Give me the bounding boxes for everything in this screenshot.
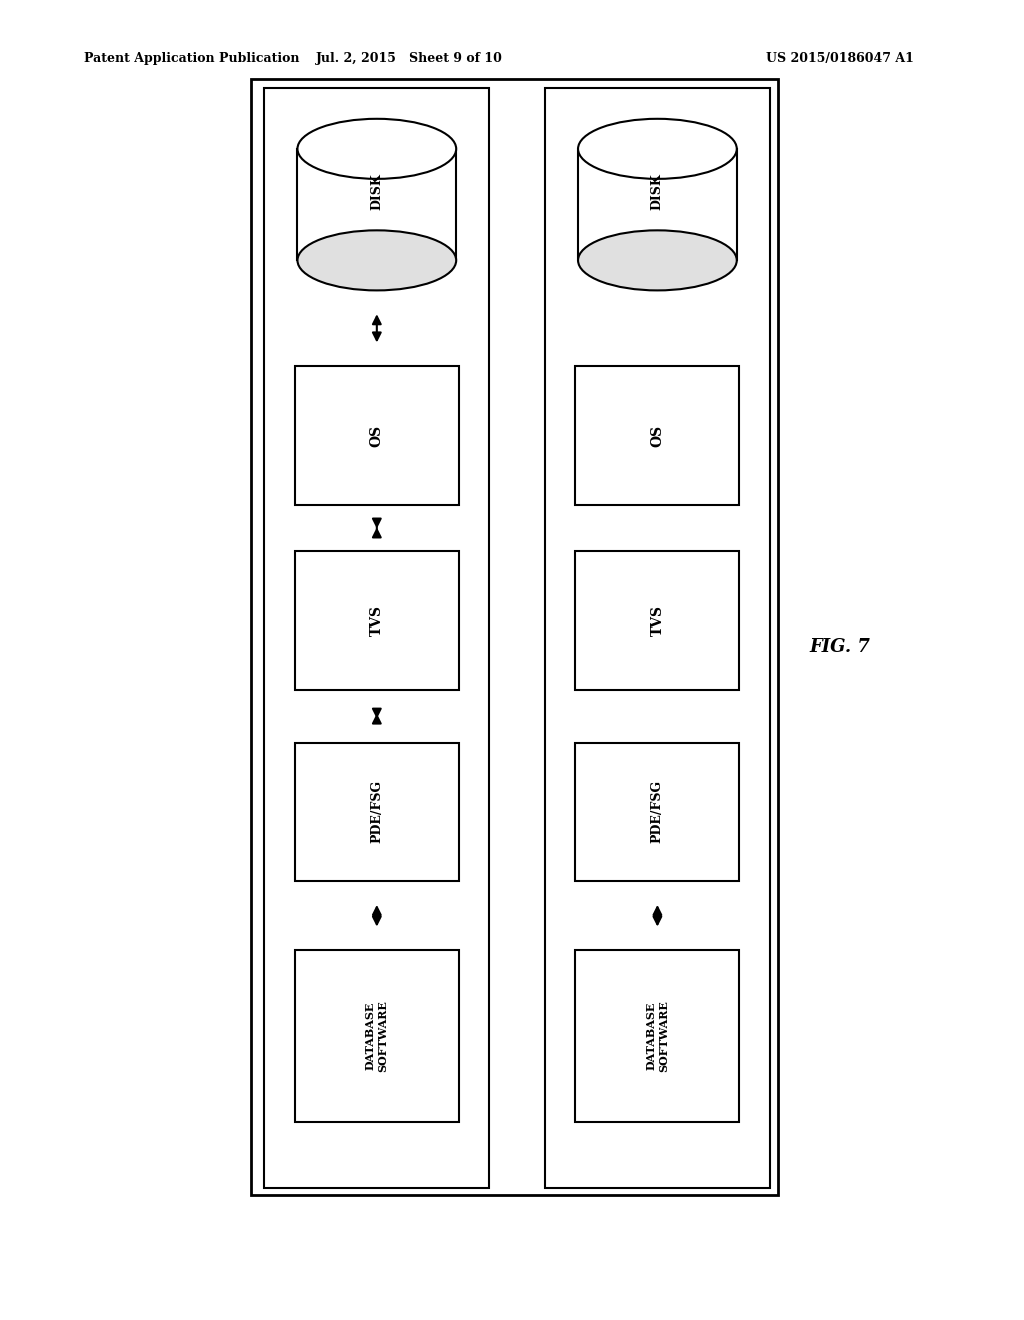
Text: Jul. 2, 2015   Sheet 9 of 10: Jul. 2, 2015 Sheet 9 of 10 xyxy=(316,51,503,65)
Ellipse shape xyxy=(578,230,737,290)
Bar xyxy=(575,552,739,689)
Text: OS: OS xyxy=(370,425,384,446)
Bar xyxy=(575,950,739,1122)
Ellipse shape xyxy=(297,230,457,290)
Text: DISK: DISK xyxy=(371,173,383,210)
Bar xyxy=(297,149,457,260)
Ellipse shape xyxy=(578,119,737,178)
Text: US 2015/0186047 A1: US 2015/0186047 A1 xyxy=(766,51,913,65)
Text: DATABASE
SOFTWARE: DATABASE SOFTWARE xyxy=(365,1001,389,1072)
Bar xyxy=(251,79,778,1195)
Bar xyxy=(264,88,489,1188)
Text: OS: OS xyxy=(650,425,665,446)
Bar xyxy=(575,366,739,504)
Bar xyxy=(295,742,459,882)
Bar xyxy=(295,366,459,504)
Bar xyxy=(295,950,459,1122)
Text: PDE/FSG: PDE/FSG xyxy=(371,780,383,843)
Bar xyxy=(545,88,770,1188)
Text: FIG. 7: FIG. 7 xyxy=(809,638,870,656)
Text: Patent Application Publication: Patent Application Publication xyxy=(84,51,299,65)
Ellipse shape xyxy=(297,119,457,178)
Bar xyxy=(578,149,737,260)
Bar xyxy=(295,552,459,689)
Text: PDE/FSG: PDE/FSG xyxy=(651,780,664,843)
Text: DISK: DISK xyxy=(651,173,664,210)
Text: TVS: TVS xyxy=(370,605,384,636)
Bar xyxy=(575,742,739,882)
Text: TVS: TVS xyxy=(650,605,665,636)
Text: DATABASE
SOFTWARE: DATABASE SOFTWARE xyxy=(645,1001,670,1072)
